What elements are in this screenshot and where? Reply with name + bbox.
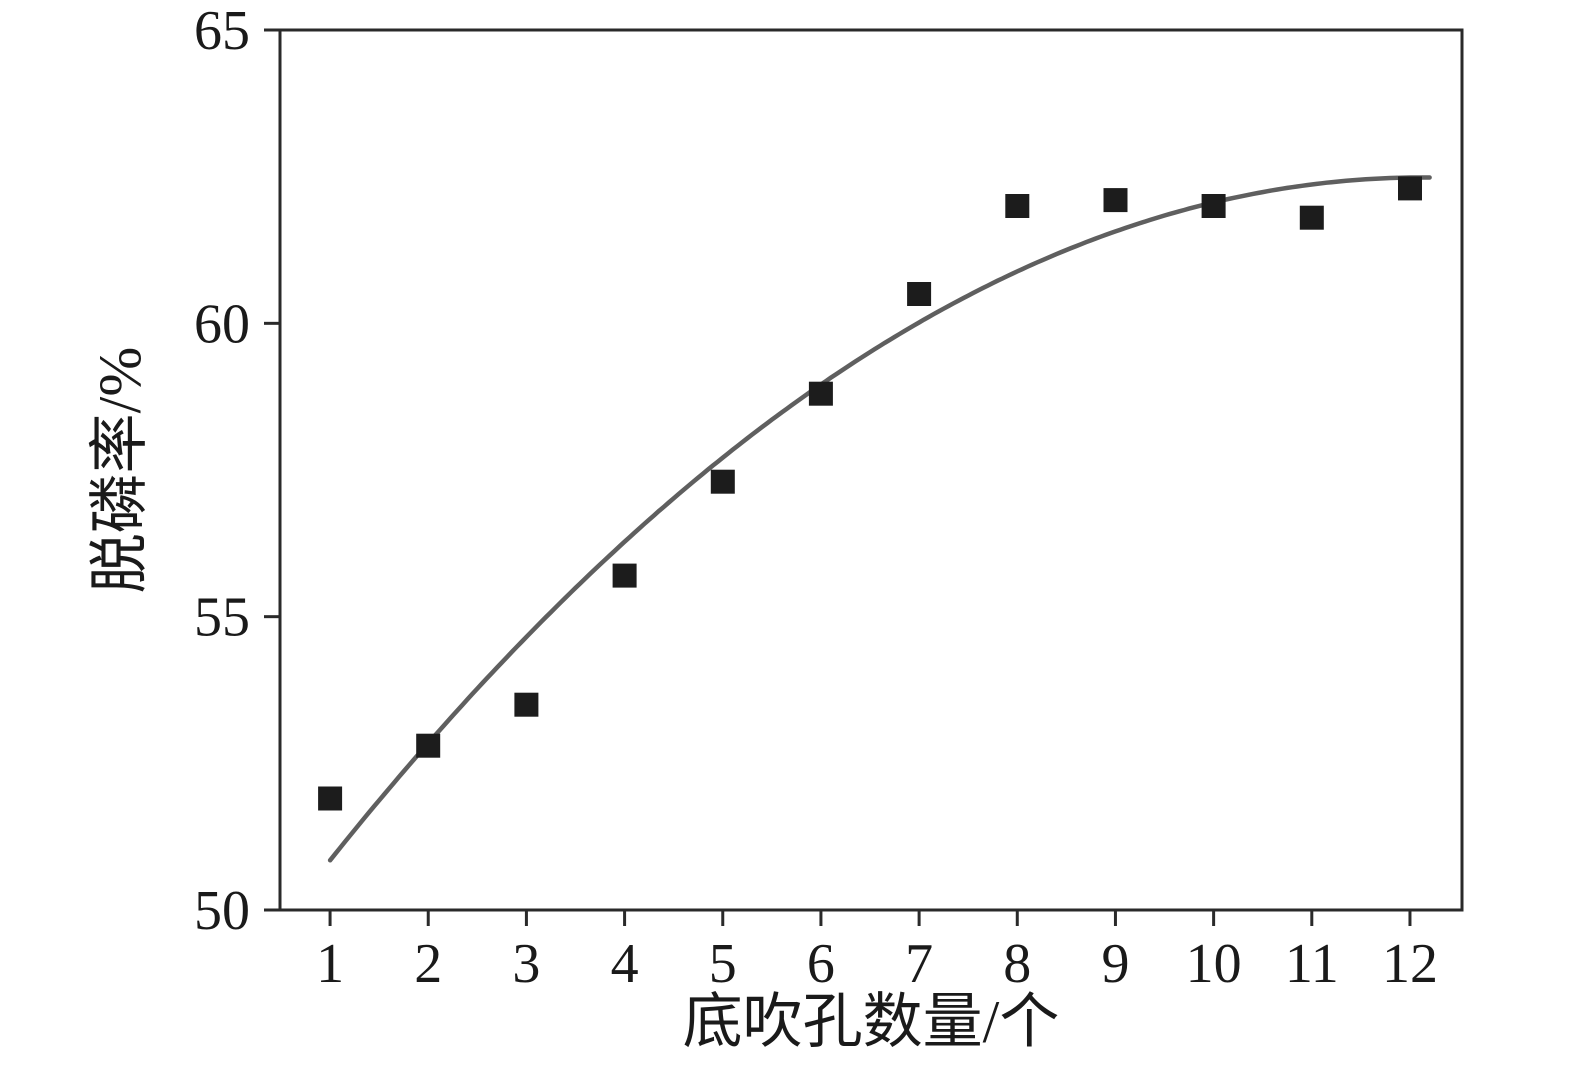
y-tick-label: 50 (194, 880, 250, 942)
data-point (1005, 194, 1030, 218)
data-point (416, 733, 441, 758)
x-tick-label: 3 (512, 933, 540, 995)
x-tick-label: 2 (414, 933, 442, 995)
x-tick-label: 5 (709, 933, 737, 995)
x-tick-label: 11 (1285, 933, 1339, 995)
y-tick-label: 60 (194, 293, 250, 355)
x-tick-label: 8 (1003, 933, 1031, 995)
data-point (907, 282, 932, 306)
x-tick-label: 1 (316, 933, 344, 995)
data-point (318, 786, 343, 811)
data-point (808, 381, 833, 406)
x-tick-label: 12 (1382, 933, 1438, 995)
data-point (612, 563, 637, 588)
plot-frame (278, 28, 1464, 912)
x-tick-label: 9 (1101, 933, 1129, 995)
x-tick-label: 10 (1186, 933, 1242, 995)
y-tick-label: 65 (194, 0, 250, 62)
x-tick-label: 6 (807, 933, 835, 995)
y-axis-label: 脱磷率/% (87, 347, 153, 594)
y-tick-label: 55 (194, 587, 250, 649)
x-tick-label: 7 (905, 933, 933, 995)
data-point (710, 469, 735, 494)
x-tick-label: 4 (611, 933, 639, 995)
data-point (1299, 205, 1324, 230)
fit-line (327, 175, 1432, 863)
x-axis-label: 底吹孔数量/个 (683, 989, 1060, 1055)
data-point (1398, 176, 1422, 201)
data-point (514, 692, 539, 717)
data-point (1201, 194, 1226, 218)
data-point (1103, 188, 1128, 213)
